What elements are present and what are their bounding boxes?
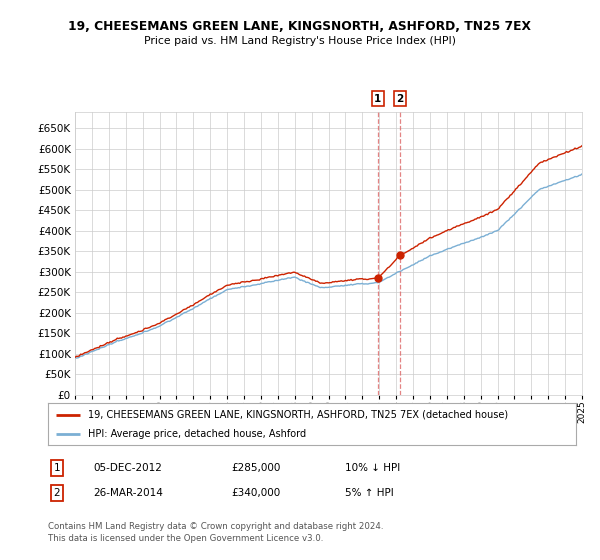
Text: 1: 1 bbox=[374, 94, 382, 104]
Text: 19, CHEESEMANS GREEN LANE, KINGSNORTH, ASHFORD, TN25 7EX: 19, CHEESEMANS GREEN LANE, KINGSNORTH, A… bbox=[68, 20, 532, 32]
Text: 5% ↑ HPI: 5% ↑ HPI bbox=[345, 488, 394, 498]
Text: 05-DEC-2012: 05-DEC-2012 bbox=[93, 463, 162, 473]
Text: 1: 1 bbox=[53, 463, 61, 473]
Text: Price paid vs. HM Land Registry's House Price Index (HPI): Price paid vs. HM Land Registry's House … bbox=[144, 36, 456, 46]
Point bbox=[395, 251, 405, 260]
Text: HPI: Average price, detached house, Ashford: HPI: Average price, detached house, Ashf… bbox=[88, 429, 306, 439]
Text: 2: 2 bbox=[53, 488, 61, 498]
Text: 19, CHEESEMANS GREEN LANE, KINGSNORTH, ASHFORD, TN25 7EX (detached house): 19, CHEESEMANS GREEN LANE, KINGSNORTH, A… bbox=[88, 409, 508, 419]
Text: £340,000: £340,000 bbox=[231, 488, 280, 498]
Text: 26-MAR-2014: 26-MAR-2014 bbox=[93, 488, 163, 498]
Point bbox=[373, 273, 383, 282]
Text: 2: 2 bbox=[397, 94, 404, 104]
Text: £285,000: £285,000 bbox=[231, 463, 280, 473]
Text: 10% ↓ HPI: 10% ↓ HPI bbox=[345, 463, 400, 473]
Text: Contains HM Land Registry data © Crown copyright and database right 2024.
This d: Contains HM Land Registry data © Crown c… bbox=[48, 522, 383, 543]
